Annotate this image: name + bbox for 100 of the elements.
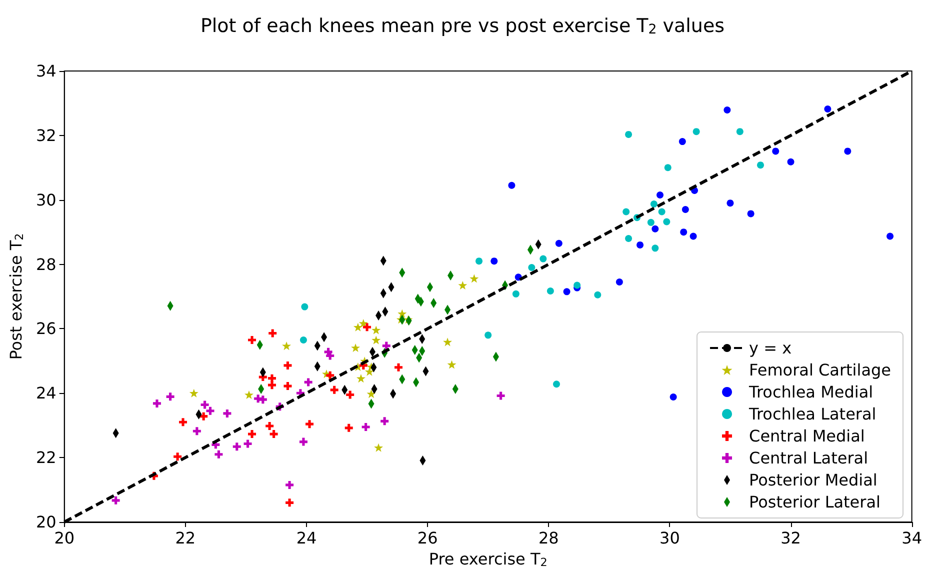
point	[886, 232, 894, 240]
point	[286, 498, 294, 507]
legend-label: y = x	[749, 338, 792, 358]
point	[351, 343, 360, 352]
point	[301, 303, 308, 310]
point	[636, 241, 644, 248]
point	[206, 406, 214, 415]
point	[652, 244, 659, 252]
point	[244, 390, 254, 400]
point	[286, 480, 294, 489]
point	[364, 367, 374, 376]
point	[200, 412, 208, 420]
point	[179, 418, 188, 426]
y-tick-label: 32	[36, 126, 56, 145]
point	[787, 158, 794, 166]
point	[300, 336, 307, 344]
point	[330, 386, 338, 394]
legend-label: Posterior Medial	[749, 470, 878, 490]
point	[346, 390, 354, 399]
y-tick-label: 34	[36, 62, 56, 80]
point	[366, 390, 376, 398]
point	[189, 388, 198, 398]
y-tick-label: 30	[36, 190, 56, 210]
point	[284, 382, 292, 390]
point	[380, 417, 389, 426]
point	[824, 106, 832, 113]
point	[112, 496, 120, 504]
point	[268, 329, 277, 338]
legend-label: Posterior Lateral	[749, 492, 880, 512]
point	[374, 443, 384, 452]
x-tick-label: 20	[54, 528, 75, 548]
x-tick-label: 26	[417, 528, 438, 548]
point	[358, 318, 368, 328]
point	[268, 381, 276, 390]
point	[724, 106, 731, 114]
point	[844, 148, 852, 155]
point	[443, 338, 452, 346]
point	[690, 232, 697, 240]
legend-label: Trochlea Lateral	[748, 404, 876, 424]
point	[540, 255, 547, 262]
legend-label: Trochlea Medial	[748, 382, 874, 402]
legend-label: Central Lateral	[749, 448, 868, 468]
point	[512, 290, 520, 298]
point	[508, 182, 516, 189]
point	[625, 235, 632, 242]
point	[232, 442, 241, 451]
point	[248, 430, 256, 438]
point	[372, 326, 381, 334]
point	[304, 378, 312, 386]
y-tick-label: 22	[36, 448, 56, 468]
point	[326, 371, 334, 380]
point	[658, 208, 666, 216]
point	[282, 342, 292, 350]
legend-label: Central Medial	[749, 426, 865, 446]
point	[299, 438, 308, 446]
x-tick-label: 28	[538, 528, 559, 548]
point	[398, 309, 407, 318]
point	[306, 420, 314, 428]
point	[484, 332, 492, 339]
point	[458, 280, 468, 290]
point	[682, 206, 689, 214]
point	[652, 225, 659, 232]
point	[692, 128, 700, 136]
point	[756, 162, 764, 169]
point	[553, 380, 560, 388]
point	[248, 336, 256, 344]
point	[244, 440, 252, 448]
point	[528, 264, 536, 272]
point	[616, 278, 623, 286]
point	[344, 424, 353, 432]
x-tick-label: 22	[175, 528, 196, 548]
point	[166, 392, 174, 401]
point	[555, 240, 562, 247]
point	[174, 452, 182, 461]
point	[270, 430, 278, 438]
point	[563, 288, 570, 296]
point	[200, 400, 209, 409]
point	[678, 138, 686, 146]
x-tick-label: 30	[660, 528, 680, 548]
point	[664, 164, 672, 172]
point	[574, 282, 581, 289]
point	[192, 427, 201, 436]
y-tick-label: 28	[36, 254, 56, 274]
point	[772, 148, 780, 155]
point	[476, 258, 483, 265]
point	[372, 336, 381, 344]
point	[223, 409, 232, 418]
point	[647, 218, 654, 226]
point	[266, 422, 274, 430]
y-axis-title: Post exercise T2	[6, 233, 26, 360]
point	[470, 274, 479, 283]
legend-label: Femoral Cartilage	[749, 360, 891, 380]
point	[546, 288, 554, 295]
point	[362, 422, 370, 431]
x-tick-label: 32	[780, 528, 801, 548]
y-tick-label: 26	[36, 319, 56, 338]
point	[650, 200, 658, 208]
y-tick-label: 20	[36, 512, 56, 532]
y-tick-label: 24	[36, 384, 56, 403]
point	[594, 291, 602, 298]
